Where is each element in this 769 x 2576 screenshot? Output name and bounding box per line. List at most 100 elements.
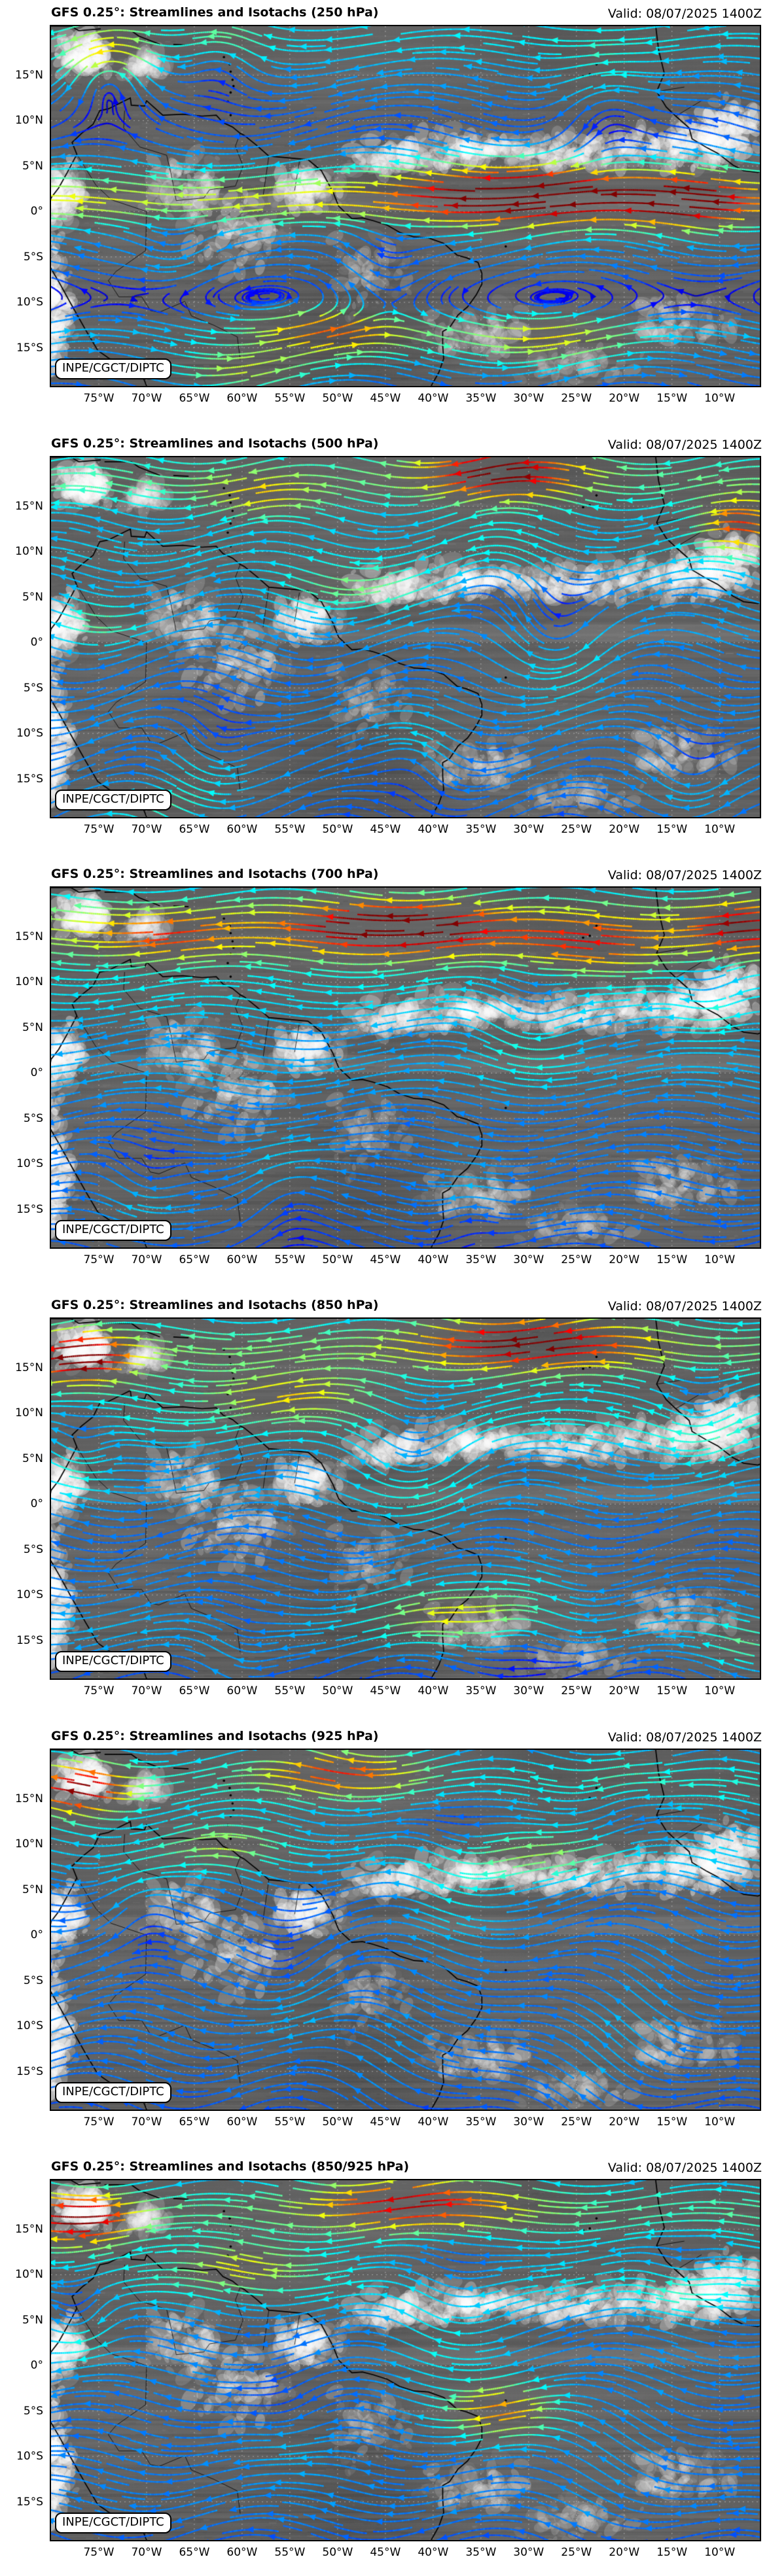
inpe-watermark-badge: INPE/CGCT/DIPTC bbox=[55, 790, 171, 810]
lat-tick-label: 10°S bbox=[16, 2450, 43, 2463]
lon-tick-label: 35°W bbox=[465, 2115, 497, 2129]
lat-tick-label: 5°S bbox=[23, 681, 43, 695]
lon-tick-label: 10°W bbox=[704, 392, 736, 405]
lat-tick-label: 0° bbox=[30, 205, 43, 218]
lon-tick-label: 15°W bbox=[656, 2115, 688, 2129]
lat-tick-label: 10°N bbox=[15, 975, 43, 989]
lat-tick-label: 10°S bbox=[16, 1588, 43, 1602]
lon-tick-label: 65°W bbox=[179, 2115, 210, 2129]
lat-tick-label: 10°S bbox=[16, 727, 43, 740]
lon-tick-label: 20°W bbox=[609, 823, 640, 836]
lon-tick-label: 70°W bbox=[131, 823, 162, 836]
lat-tick-label: 15°S bbox=[16, 2064, 43, 2078]
lon-tick-label: 40°W bbox=[418, 1253, 449, 1266]
lon-tick-label: 55°W bbox=[274, 2546, 306, 2559]
lon-tick-label: 75°W bbox=[83, 1684, 115, 1697]
lon-tick-label: 45°W bbox=[370, 392, 401, 405]
lon-tick-label: 15°W bbox=[656, 2546, 688, 2559]
lat-tick-label: 5°N bbox=[22, 159, 43, 173]
map-canvas bbox=[51, 26, 760, 386]
panel-title: GFS 0.25°: Streamlines and Isotachs (500… bbox=[51, 436, 379, 451]
lon-tick-label: 65°W bbox=[179, 2546, 210, 2559]
lat-tick-label: 15°S bbox=[16, 341, 43, 355]
panel-title: GFS 0.25°: Streamlines and Isotachs (850… bbox=[51, 1298, 379, 1312]
lat-tick-label: 0° bbox=[30, 1928, 43, 1942]
lon-tick-label: 55°W bbox=[274, 1684, 306, 1697]
panel-700hpa: GFS 0.25°: Streamlines and Isotachs (700… bbox=[0, 862, 769, 1283]
map-frame: INPE/CGCT/DIPTC bbox=[50, 2179, 761, 2541]
lon-tick-label: 20°W bbox=[609, 2115, 640, 2129]
lon-tick-label: 75°W bbox=[83, 1253, 115, 1266]
valid-timestamp: Valid: 08/07/2025 1400Z bbox=[607, 438, 762, 452]
lon-tick-label: 10°W bbox=[704, 2546, 736, 2559]
lat-tick-label: 10°S bbox=[16, 1157, 43, 1171]
lon-tick-label: 55°W bbox=[274, 823, 306, 836]
inpe-watermark-badge: INPE/CGCT/DIPTC bbox=[55, 2513, 171, 2533]
lat-tick-label: 5°N bbox=[22, 1883, 43, 1896]
lon-tick-label: 65°W bbox=[179, 392, 210, 405]
lat-tick-label: 5°N bbox=[22, 2313, 43, 2327]
inpe-watermark-badge: INPE/CGCT/DIPTC bbox=[55, 1651, 171, 1672]
map-canvas bbox=[51, 1319, 760, 1679]
lat-tick-label: 10°N bbox=[15, 2268, 43, 2282]
map-frame: INPE/CGCT/DIPTC bbox=[50, 1749, 761, 2111]
lon-tick-label: 70°W bbox=[131, 2115, 162, 2129]
map-frame: INPE/CGCT/DIPTC bbox=[50, 25, 761, 387]
lon-tick-label: 50°W bbox=[322, 2546, 353, 2559]
lon-tick-label: 35°W bbox=[465, 823, 497, 836]
lat-tick-label: 15°S bbox=[16, 1202, 43, 1216]
lon-tick-label: 15°W bbox=[656, 392, 688, 405]
lon-tick-label: 40°W bbox=[418, 2115, 449, 2129]
lon-tick-label: 30°W bbox=[513, 392, 545, 405]
map-frame: INPE/CGCT/DIPTC bbox=[50, 886, 761, 1249]
lon-tick-label: 70°W bbox=[131, 1253, 162, 1266]
lon-tick-label: 30°W bbox=[513, 2115, 545, 2129]
lon-tick-label: 25°W bbox=[561, 392, 592, 405]
lon-tick-label: 35°W bbox=[465, 1684, 497, 1697]
lon-tick-label: 30°W bbox=[513, 1253, 545, 1266]
lon-tick-label: 30°W bbox=[513, 1684, 545, 1697]
map-frame: INPE/CGCT/DIPTC bbox=[50, 456, 761, 818]
lon-tick-label: 40°W bbox=[418, 2546, 449, 2559]
lat-tick-label: 5°S bbox=[23, 1974, 43, 1987]
lon-tick-label: 75°W bbox=[83, 392, 115, 405]
lat-tick-label: 10°S bbox=[16, 2019, 43, 2033]
map-canvas bbox=[51, 1750, 760, 2110]
lat-tick-label: 10°N bbox=[15, 545, 43, 559]
lat-tick-label: 15°N bbox=[15, 1361, 43, 1374]
lat-tick-label: 5°N bbox=[22, 590, 43, 604]
valid-timestamp: Valid: 08/07/2025 1400Z bbox=[607, 1299, 762, 1314]
lon-tick-label: 45°W bbox=[370, 1684, 401, 1697]
lon-tick-label: 75°W bbox=[83, 2546, 115, 2559]
lon-tick-label: 50°W bbox=[322, 1253, 353, 1266]
lat-tick-label: 15°N bbox=[15, 69, 43, 82]
panel-title: GFS 0.25°: Streamlines and Isotachs (700… bbox=[51, 867, 379, 881]
lon-tick-label: 75°W bbox=[83, 823, 115, 836]
lat-tick-label: 15°N bbox=[15, 930, 43, 943]
panel-title: GFS 0.25°: Streamlines and Isotachs (250… bbox=[51, 5, 379, 20]
lon-tick-label: 60°W bbox=[226, 823, 258, 836]
lon-tick-label: 40°W bbox=[418, 823, 449, 836]
lon-tick-label: 50°W bbox=[322, 1684, 353, 1697]
lon-tick-label: 20°W bbox=[609, 392, 640, 405]
lat-tick-label: 15°N bbox=[15, 2223, 43, 2236]
lat-tick-label: 15°N bbox=[15, 1792, 43, 1805]
map-canvas bbox=[51, 888, 760, 1247]
lat-tick-label: 5°S bbox=[23, 1111, 43, 1125]
valid-timestamp: Valid: 08/07/2025 1400Z bbox=[607, 2161, 762, 2175]
lon-tick-label: 25°W bbox=[561, 1253, 592, 1266]
panel-850-925hpa: GFS 0.25°: Streamlines and Isotachs (850… bbox=[0, 2154, 769, 2576]
lat-tick-label: 0° bbox=[30, 1066, 43, 1080]
lat-tick-label: 5°S bbox=[23, 250, 43, 264]
lon-tick-label: 55°W bbox=[274, 392, 306, 405]
lon-tick-label: 45°W bbox=[370, 2546, 401, 2559]
lon-tick-label: 60°W bbox=[226, 1684, 258, 1697]
lon-tick-label: 30°W bbox=[513, 2546, 545, 2559]
lon-tick-label: 65°W bbox=[179, 1684, 210, 1697]
lon-tick-label: 70°W bbox=[131, 392, 162, 405]
valid-timestamp: Valid: 08/07/2025 1400Z bbox=[607, 1730, 762, 1745]
map-canvas bbox=[51, 457, 760, 817]
lat-tick-label: 5°S bbox=[23, 1542, 43, 1556]
map-canvas bbox=[51, 2180, 760, 2540]
lon-tick-label: 75°W bbox=[83, 2115, 115, 2129]
